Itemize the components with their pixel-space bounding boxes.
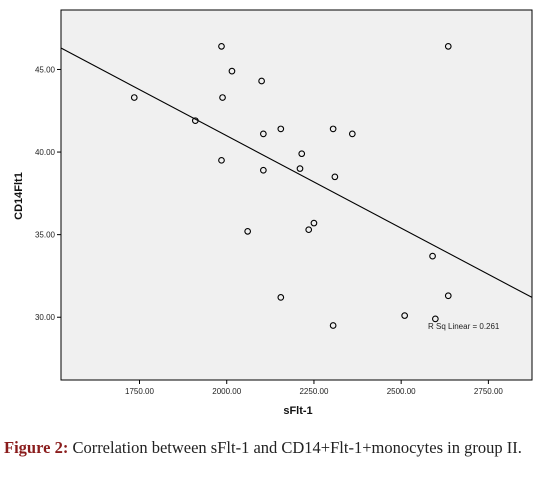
data-point bbox=[329, 322, 337, 329]
data-points bbox=[130, 42, 452, 329]
x-tick-label: 2000.00 bbox=[212, 387, 241, 396]
data-point bbox=[244, 227, 252, 235]
data-point bbox=[444, 42, 452, 50]
data-point bbox=[329, 125, 337, 133]
data-point bbox=[305, 226, 313, 234]
data-point bbox=[277, 125, 285, 133]
x-tick-label: 2750.00 bbox=[474, 387, 503, 396]
regression-line bbox=[60, 47, 533, 298]
data-point bbox=[277, 294, 285, 301]
data-point bbox=[258, 77, 265, 85]
data-point bbox=[219, 94, 226, 101]
axis-ticks: 1750.00 2000.00 2250.00 2500.00 2750.00 30.00… bbox=[35, 65, 503, 396]
data-point bbox=[260, 130, 267, 138]
data-point bbox=[331, 173, 339, 181]
caption-text: Correlation between sFlt-1 and CD14+Flt-… bbox=[68, 438, 522, 457]
data-point bbox=[260, 166, 267, 174]
y-tick-label: 45.00 bbox=[35, 65, 56, 74]
figure-label: Figure 2: bbox=[4, 438, 69, 457]
scatter-chart: 1750.00 2000.00 2250.00 2500.00 2750.00 30.00… bbox=[13, 9, 533, 417]
y-tick-label: 40.00 bbox=[35, 148, 56, 157]
x-tick-label: 2250.00 bbox=[299, 387, 328, 396]
x-axis-title: sFlt-1 bbox=[283, 405, 312, 417]
data-point bbox=[296, 165, 304, 172]
data-point bbox=[429, 252, 436, 260]
data-point bbox=[432, 315, 439, 323]
data-point bbox=[130, 94, 138, 101]
x-tick-label: 1750.00 bbox=[125, 387, 154, 396]
y-axis-title: CD14Flt1 bbox=[13, 172, 25, 220]
r-squared-annotation: R Sq Linear = 0.261 bbox=[428, 322, 500, 331]
y-tick-label: 35.00 bbox=[35, 231, 56, 240]
data-point bbox=[401, 312, 409, 319]
data-point bbox=[218, 156, 225, 164]
y-tick-label: 30.00 bbox=[35, 313, 56, 322]
data-point bbox=[298, 150, 306, 158]
data-point bbox=[310, 219, 318, 227]
figure-caption: Figure 2: Correlation between sFlt-1 and… bbox=[4, 437, 540, 459]
data-point bbox=[348, 130, 356, 138]
data-point bbox=[218, 42, 225, 50]
data-point bbox=[444, 292, 452, 300]
data-point bbox=[228, 67, 236, 75]
plot-area bbox=[60, 9, 533, 381]
x-tick-label: 2500.00 bbox=[387, 387, 416, 396]
